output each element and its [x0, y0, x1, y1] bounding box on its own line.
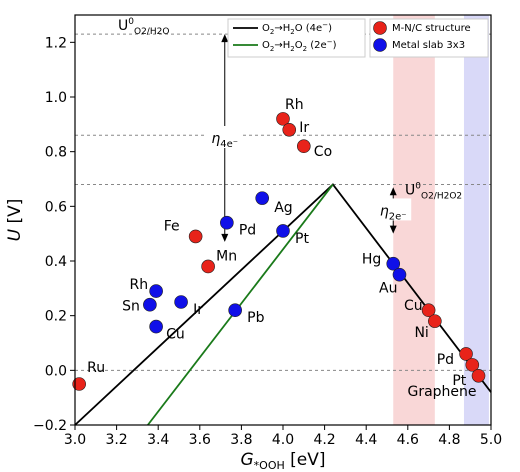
y-tick-label: 0.8 [45, 145, 67, 161]
point-label-cu: Cu [166, 327, 185, 343]
overpotential-arrows: η4e⁻ η2e⁻ [206, 34, 412, 242]
x-tick-label: 4.2 [313, 432, 335, 448]
y-tick-label: 0.0 [45, 363, 67, 379]
point-label-pd: Pd [437, 352, 454, 368]
highlight-bands [393, 15, 489, 425]
point-labels: RuFeMnRhIrCoCuNiPdPtGrapheneRhSnCuIrPdAg… [87, 97, 476, 400]
mnc-point-ru [72, 377, 86, 391]
mnc-point-pd [459, 347, 473, 361]
slab-point-hg [386, 256, 401, 271]
point-label-cu: Cu [404, 298, 423, 314]
line-legend-label-0: O2→H2O (4e−) [262, 21, 332, 36]
point-label-co: Co [314, 144, 332, 160]
mnc-point-fe [188, 229, 203, 244]
point-label-ru: Ru [87, 360, 105, 376]
y-axis-label: U [V] [5, 199, 25, 242]
y-tick-label: 0.4 [45, 254, 67, 270]
mnc-point-pt [465, 358, 480, 372]
point-label-ir: Ir [299, 120, 309, 136]
x-tick-label: 4.4 [355, 432, 377, 448]
x-tick-label: 3.8 [230, 432, 252, 448]
overpotential-arrow-1: η2e⁻ [375, 187, 412, 234]
slab-point-ir [174, 295, 188, 309]
y-tick-label: −0.2 [33, 418, 67, 434]
point-label-graphene: Graphene [407, 384, 476, 400]
mnc-point-graphene [471, 368, 486, 383]
marker-legend-swatch-1 [373, 38, 387, 52]
point-label-rh: Rh [285, 97, 304, 113]
point-label-hg: Hg [362, 252, 381, 268]
point-label-pd: Pd [239, 223, 256, 239]
slab-point-pt [276, 224, 290, 238]
point-label-mn: Mn [216, 248, 237, 264]
y-axis-label-unit: [V] [5, 199, 25, 229]
x-tick-label: 3.6 [189, 432, 211, 448]
point-label-fe: Fe [164, 218, 180, 234]
legend: O2→H2O (4e−) O2→H2O2 (2e−) M-N/C structure… [227, 18, 489, 58]
x-axis-label-unit: [eV] [285, 450, 326, 470]
marker-legend-label-0: M-N/C structure [392, 23, 471, 34]
x-tick-label: 4.0 [272, 432, 294, 448]
y-tick-label: 0.2 [45, 309, 67, 325]
mnc-point-cu [421, 303, 436, 318]
line-legend-label-1: O2→H2O2 (2e−) [262, 38, 337, 53]
point-label-ni: Ni [414, 325, 428, 341]
mnc-point-mn [201, 259, 215, 274]
x-axis-label-sub: *OOH [254, 459, 285, 472]
overpotential-label-1: η2e⁻ [380, 203, 407, 222]
reference-labels: U0O2/H2O U0O2/H2O2 [118, 17, 462, 201]
overpotential-arrow-0: η4e⁻ [206, 34, 243, 242]
point-label-rh: Rh [130, 277, 149, 293]
overpotential-label-0: η4e⁻ [211, 131, 238, 150]
point-label-au: Au [379, 281, 397, 297]
reference-label-0: U0O2/H2O [118, 17, 169, 37]
point-label-ir: Ir [193, 302, 203, 318]
x-tick-label: 5.0 [480, 432, 502, 448]
x-tick-label: 4.8 [438, 432, 460, 448]
line-legend-box [227, 18, 366, 58]
data-points [72, 112, 486, 391]
point-label-sn: Sn [122, 299, 140, 315]
slab-point-ag [255, 191, 270, 205]
y-tick-label: 1.2 [45, 35, 67, 51]
mnc-point-ni [428, 314, 442, 328]
mnc-point-ir [282, 123, 297, 137]
slab-point-pb [228, 303, 242, 318]
marker-legend-box [369, 18, 489, 58]
slab-point-au [392, 267, 407, 282]
x-tick-label: 3.0 [64, 432, 86, 448]
x-axis-ticks: 3.0 3.2 3.4 3.6 3.8 4.0 4.2 4.4 4.6 4.8 5.0 [64, 425, 502, 448]
y-axis-ticks: −0.2 0.0 0.2 0.4 0.6 0.8 1.0 1.2 [33, 35, 75, 434]
slab-point-sn [143, 297, 157, 312]
slab-point-rh [149, 284, 163, 298]
x-tick-label: 3.4 [147, 432, 169, 448]
marker-legend-label-1: Metal slab 3x3 [392, 40, 465, 51]
reference-label-2: U0O2/H2O2 [405, 181, 462, 201]
slab-point-cu [149, 319, 163, 334]
volcano-line-1 [147, 183, 334, 426]
y-tick-label: 1.0 [45, 90, 67, 106]
x-tick-label: 3.2 [105, 432, 127, 448]
mnc-point-rh [276, 112, 290, 126]
point-label-ag: Ag [274, 200, 292, 216]
x-axis-label-main: G [240, 450, 253, 470]
x-tick-label: 4.6 [397, 432, 419, 448]
point-label-pt: Pt [452, 373, 466, 389]
mnc-point-co [296, 139, 311, 153]
marker-legend-swatch-0 [373, 21, 387, 35]
x-axis-label: G*OOH [eV] [240, 450, 325, 472]
point-label-pt: Pt [295, 231, 309, 247]
point-label-pb: Pb [247, 310, 264, 326]
y-tick-label: 0.6 [45, 199, 67, 215]
slab-point-pd [220, 215, 234, 230]
y-axis-label-main: U [5, 228, 25, 241]
